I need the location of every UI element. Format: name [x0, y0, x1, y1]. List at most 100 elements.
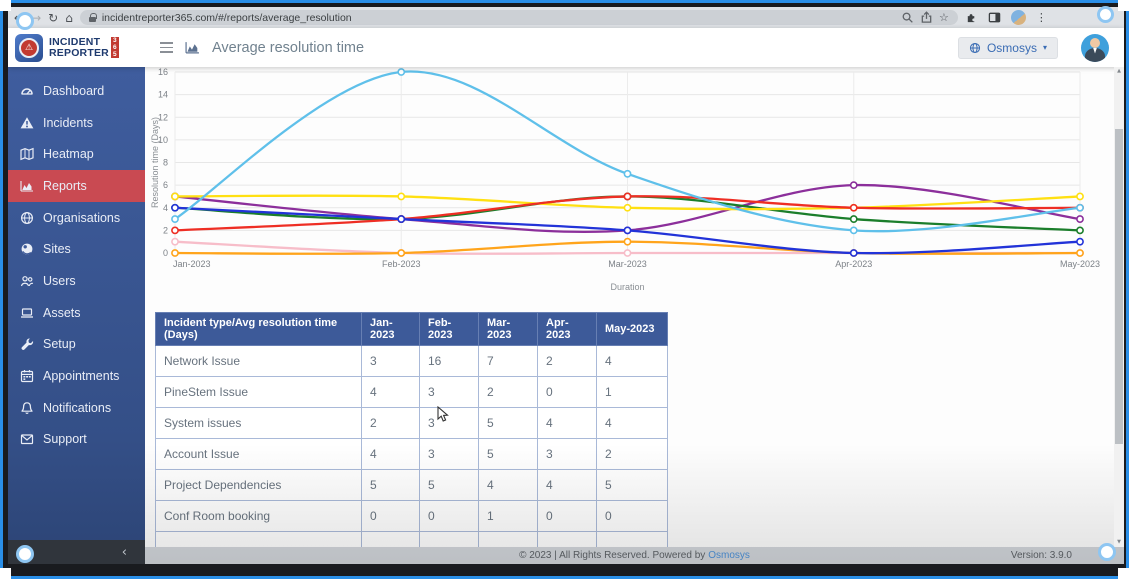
value-cell: 1 [596, 376, 668, 408]
sidebar-item-heatmap[interactable]: Heatmap [8, 138, 145, 170]
address-bar[interactable]: incidentreporter365.com/#/reports/averag… [79, 10, 958, 25]
value-cell: 3 [419, 376, 479, 408]
forward-icon[interactable]: → [31, 10, 42, 25]
data-point-unlabeled-pink-series [171, 237, 179, 246]
value-cell: 4 [596, 407, 668, 439]
corner-marker [1118, 568, 1129, 579]
scrollbar-thumb[interactable] [1115, 129, 1123, 444]
x-tick-label: Mar-2023 [608, 259, 647, 269]
star-icon[interactable]: ☆ [938, 11, 949, 24]
zoom-icon[interactable] [901, 11, 914, 24]
warning-icon [20, 116, 34, 128]
globe-dot-icon [21, 243, 33, 255]
value-cell: 5 [596, 469, 668, 501]
data-point-unlabeled-purple-series [1076, 215, 1084, 223]
value-cell: 4 [478, 469, 538, 501]
table-row: Network Issue 3 16 7 2 4 [155, 345, 668, 377]
vertical-scrollbar[interactable]: ▲ ▼ [1114, 67, 1124, 547]
data-point-account-issue [1076, 226, 1084, 235]
table-header-cell: Apr-2023 [537, 312, 597, 346]
table-row: System issues 2 3 5 4 4 [155, 407, 668, 439]
user-avatar[interactable] [1081, 33, 1109, 62]
value-cell: 5 [478, 438, 538, 470]
users-icon [20, 276, 34, 287]
data-point-pinestem-issue [397, 215, 406, 223]
scroll-down-icon[interactable]: ▼ [1117, 539, 1121, 545]
gauge-icon [21, 88, 33, 95]
lock-icon [88, 12, 97, 22]
table-header-cell: May-2023 [596, 312, 668, 346]
kebab-menu-icon[interactable]: ⋮ [1035, 11, 1047, 24]
incident-type-cell: System issues [155, 407, 362, 439]
area-chart-icon [185, 42, 199, 54]
sidebar: Dashboard Incidents Heatmap Reports Orga… [8, 67, 145, 564]
data-point-conf-room-booking [171, 249, 179, 257]
sidebar-item-label: Setup [43, 337, 76, 352]
y-axis-label: Resolution time (Days) [150, 117, 160, 208]
incident-type-cell: PineStem Issue [155, 376, 362, 408]
data-point-pinestem-issue [623, 226, 632, 235]
y-tick-label: 2 [163, 225, 168, 235]
table-row-partial [155, 531, 668, 548]
sidebar-item-appointments[interactable]: Appointments [8, 360, 145, 392]
sidebar-item-assets[interactable]: Assets [8, 297, 145, 329]
reload-icon[interactable]: ↻ [48, 10, 59, 25]
value-cell: 16 [419, 345, 479, 377]
sidebar-item-notifications[interactable]: Notifications [8, 392, 145, 424]
sidebar-item-dashboard[interactable]: Dashboard [8, 75, 145, 107]
resolution-time-line-chart: 0 2 4 6 8 10 12 14 16 Jan-2023 Feb-2023 Mar-2023 Apr… [150, 67, 1100, 292]
sidebar-item-label: Reports [43, 178, 87, 193]
sidebar-item-reports[interactable]: Reports [8, 170, 145, 202]
copyright-text: © 2023 | All Rights Reserved. Powered by [519, 550, 706, 561]
table-row: Conf Room booking 0 0 1 0 0 [155, 500, 668, 532]
sidebar-item-sites[interactable]: Sites [8, 233, 145, 265]
value-cell: 0 [596, 500, 668, 532]
logo-badge-digit: 6 [110, 44, 119, 51]
share-icon[interactable] [920, 11, 933, 24]
incident-reporter-logo-icon: ⚠ [15, 33, 43, 62]
logo-line1: INCIDENT [49, 35, 101, 48]
url-text[interactable]: incidentreporter365.com/#/reports/averag… [101, 11, 352, 24]
hamburger-icon[interactable] [160, 42, 173, 53]
data-point-network-issue [1076, 203, 1084, 212]
sidebar-item-label: Dashboard [43, 83, 105, 98]
globe-icon [20, 211, 34, 224]
sidebar-item-label: Organisations [43, 210, 121, 225]
app-body: Dashboard Incidents Heatmap Reports Orga… [8, 67, 1124, 564]
envelope-icon [20, 434, 34, 445]
data-point-unlabeled-pink-series [623, 249, 632, 257]
sidebar-item-setup[interactable]: Setup [8, 329, 145, 361]
value-cell: 1 [478, 500, 538, 532]
browser-profile-avatar[interactable] [1010, 10, 1026, 25]
sidebar-item-incidents[interactable]: Incidents [8, 107, 145, 139]
home-icon[interactable]: ⌂ [65, 10, 73, 25]
sidebar-item-label: Heatmap [43, 147, 94, 162]
laptop-icon [21, 308, 33, 318]
extensions-icon[interactable] [965, 11, 978, 24]
logo-badge-digit: 3 [110, 37, 119, 44]
bell-icon [21, 401, 33, 414]
organisation-selector[interactable]: Osmosys ▾ [957, 36, 1058, 59]
scroll-up-icon[interactable]: ▲ [1117, 68, 1121, 74]
x-tick-label: May-2023 [1060, 259, 1100, 269]
side-panel-icon[interactable] [988, 11, 1001, 24]
sidebar-item-organisations[interactable]: Organisations [8, 202, 145, 234]
incident-type-cell: Network Issue [155, 345, 362, 377]
version-text: Version: 3.9.0 [1010, 550, 1072, 561]
y-tick-label: 12 [158, 112, 168, 122]
osmosys-link[interactable]: Osmosys [708, 550, 750, 561]
resolution-time-table: Incident type/Avg resolution time (Days)… [155, 312, 669, 548]
sidebar-item-label: Appointments [43, 369, 120, 384]
data-point-network-issue [623, 169, 632, 178]
sidebar-item-label: Assets [43, 305, 81, 320]
data-point-project-dependencies [397, 192, 406, 201]
sidebar-item-users[interactable]: Users [8, 265, 145, 297]
sidebar-item-support[interactable]: Support [8, 424, 145, 456]
sidebar-item-label: Notifications [43, 400, 112, 415]
table-header-cell: Jan-2023 [361, 312, 420, 346]
chevron-left-icon[interactable]: ‹ [121, 544, 127, 560]
